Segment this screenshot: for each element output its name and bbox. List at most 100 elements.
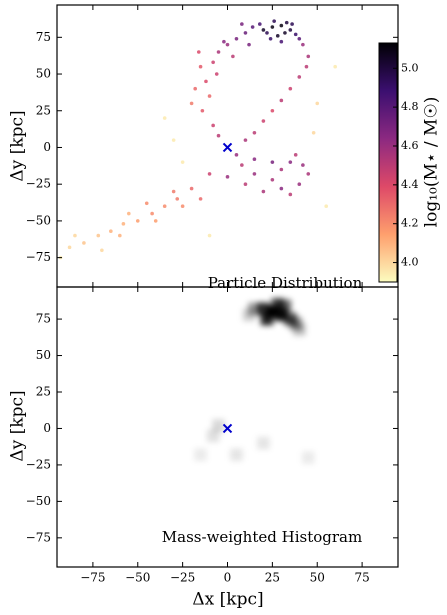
axes-frame [56, 286, 399, 568]
particle [240, 22, 244, 26]
particle [150, 211, 154, 216]
panel-annotation: Particle Distribution [208, 274, 363, 292]
colorbar-tick-label: 4.0 [401, 256, 419, 269]
particle [250, 25, 255, 29]
x-tick-label: −50 [125, 571, 150, 585]
y-tick-label: 50 [36, 67, 51, 81]
particle [171, 138, 176, 142]
histogram-layer [194, 298, 315, 464]
marker-stroke [222, 423, 233, 434]
histogram-cell [230, 448, 243, 461]
particle [252, 157, 257, 162]
colorbar [378, 42, 398, 283]
particle [207, 233, 212, 238]
colorbar-tick-label: 5.0 [401, 61, 419, 74]
particle [301, 42, 305, 47]
particle [279, 39, 284, 44]
particle [279, 167, 284, 172]
particle [306, 54, 311, 59]
histogram-cell [257, 436, 270, 450]
histogram-cell [301, 451, 315, 464]
particle [225, 175, 230, 179]
particle [261, 119, 266, 123]
particle [126, 211, 131, 216]
particle [82, 241, 86, 245]
particle [311, 130, 316, 135]
particle [211, 60, 215, 65]
particle [247, 42, 251, 47]
particle [214, 72, 219, 76]
particle [268, 36, 273, 41]
particle [272, 19, 276, 23]
particle [211, 123, 215, 128]
particle [175, 197, 180, 201]
particle [144, 201, 149, 206]
panel-annotation: Mass-weighted Histogram [162, 528, 362, 546]
particle [288, 192, 293, 197]
particle [279, 98, 284, 103]
y-tick-label: 0 [43, 421, 51, 435]
particle [234, 153, 239, 157]
particle [288, 86, 293, 91]
x-tick-label: −75 [80, 571, 105, 585]
particle [225, 42, 230, 47]
x-tick-label: −25 [170, 571, 195, 585]
particle [306, 172, 311, 176]
x-tick-label: 75 [354, 571, 369, 585]
particle [193, 86, 197, 91]
particle [96, 233, 101, 238]
particle [189, 101, 194, 106]
particle [196, 50, 201, 54]
marker-stroke [222, 142, 233, 153]
particle [270, 108, 275, 113]
particle [279, 186, 284, 191]
particle [100, 248, 104, 253]
plot-area [194, 298, 315, 464]
particle [121, 222, 126, 226]
particle [162, 116, 167, 120]
particle [243, 138, 248, 142]
particle [315, 101, 320, 106]
particle [189, 186, 194, 191]
x-tick-label: 25 [265, 571, 280, 585]
y-tick-label: −25 [26, 177, 51, 191]
particle [207, 94, 212, 98]
particle [288, 160, 293, 164]
particle [109, 229, 113, 233]
particle [265, 31, 269, 35]
particle [270, 177, 275, 182]
histogram-cell [242, 308, 256, 321]
particle [297, 182, 302, 186]
particle [261, 28, 266, 32]
x-tick-label: 50 [310, 571, 325, 585]
particle [261, 189, 266, 194]
y-tick-label: 50 [36, 348, 51, 362]
particle [171, 189, 176, 194]
colorbar-tick-label: 4.4 [401, 178, 419, 191]
y-axis-label: Δy [kpc] [8, 110, 28, 181]
histogram-cell [293, 323, 306, 336]
particle [153, 219, 158, 223]
particle [204, 79, 208, 84]
y-axis-label: Δy [kpc] [8, 390, 28, 461]
colorbar-tick-label: 4.2 [401, 217, 419, 230]
particle [240, 163, 244, 167]
histogram-cell [206, 429, 220, 443]
particle [198, 197, 203, 201]
particle [162, 204, 167, 209]
particle [216, 50, 221, 54]
colorbar-tick-label: 4.6 [401, 139, 419, 152]
particle [118, 233, 122, 238]
colorbar-tick-label: 4.8 [401, 100, 419, 113]
y-tick-label: −75 [26, 530, 51, 544]
particle [290, 22, 294, 26]
particle [333, 64, 337, 69]
y-tick-label: 0 [43, 140, 51, 154]
particle [324, 204, 329, 209]
particle [73, 233, 77, 238]
y-tick-label: −50 [26, 213, 51, 227]
particle [304, 64, 309, 69]
particle [180, 204, 185, 209]
y-tick-label: −50 [26, 494, 51, 508]
